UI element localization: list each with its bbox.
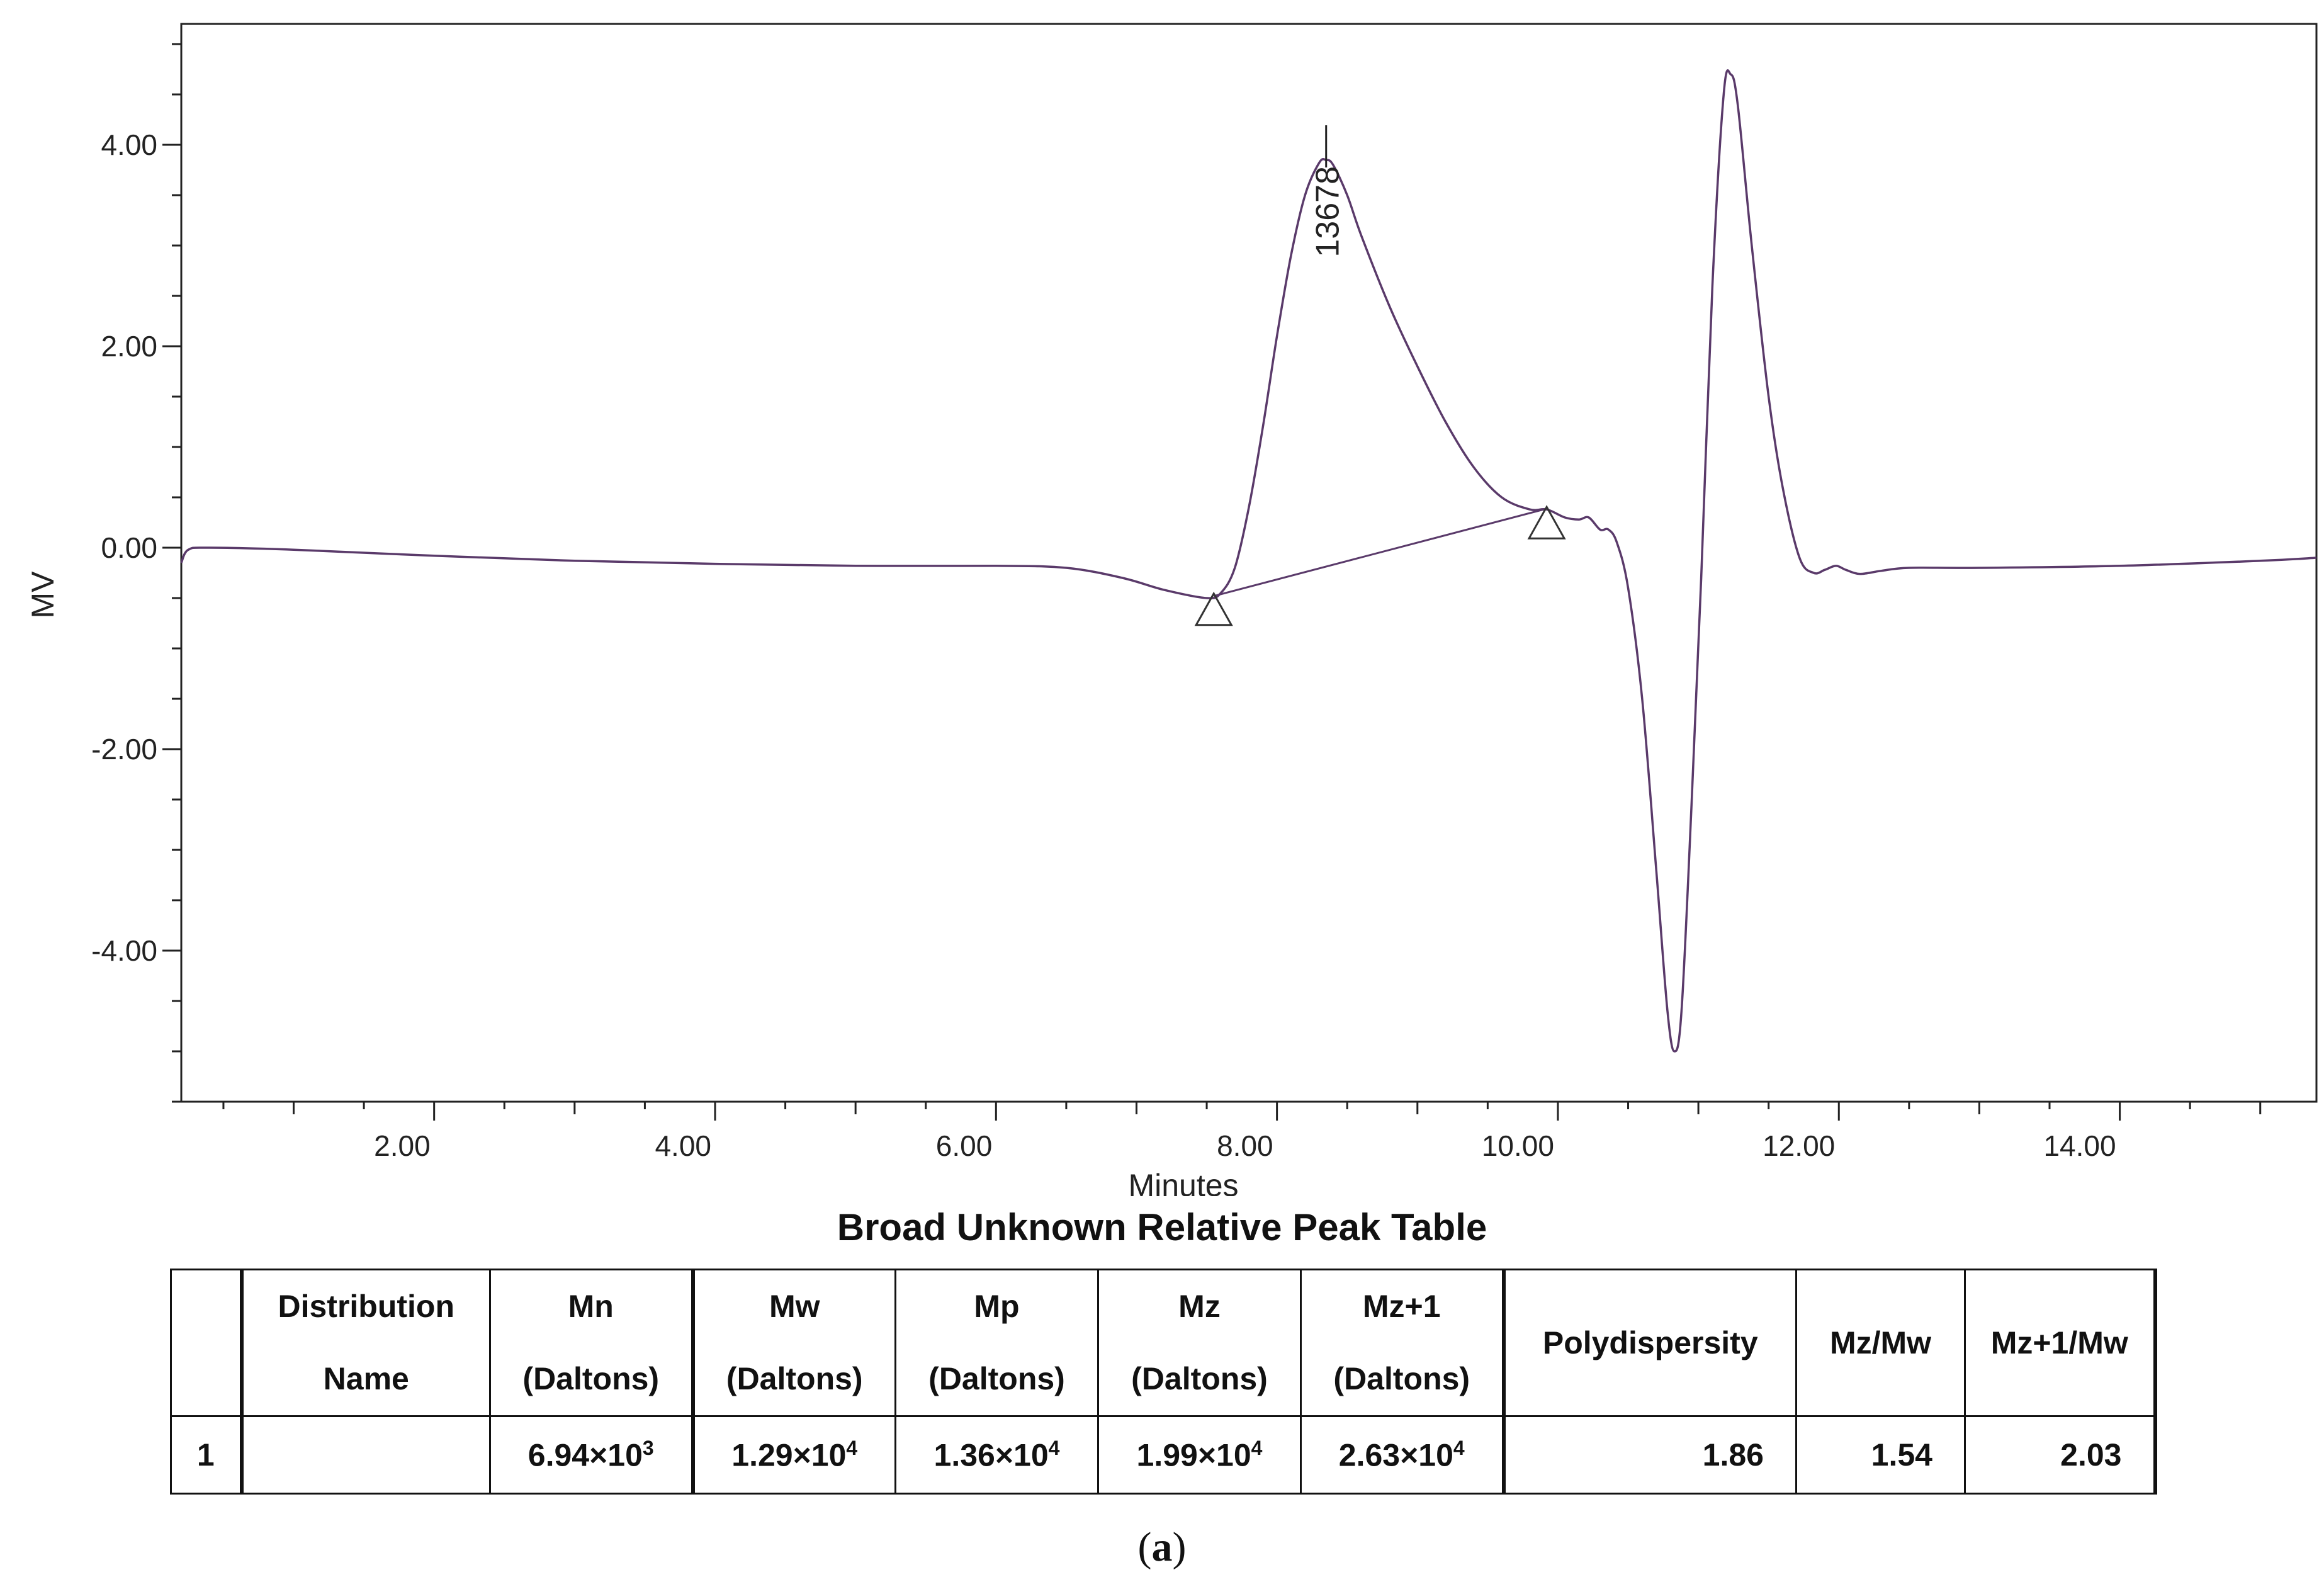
header-mp: Mp (Daltons) [894,1269,1099,1417]
x-tick-label: 2.00 [374,1129,431,1162]
series-layer [180,69,2317,1053]
annotation-layer: 13678 [1194,125,1566,626]
y-tick-label: 4.00 [101,128,157,161]
x-axis: 2.00 4.00 6.00 8.00 10.00 12.00 14.00 [222,1102,2262,1162]
cell-mz-mw: 1.54 [1795,1415,1966,1495]
y-tick-label: 0.00 [101,531,157,564]
series-line [180,69,2317,1053]
cell-mw: 1.29×104 [692,1415,896,1495]
header-mn: Mn (Daltons) [489,1269,695,1417]
baseline-marker [1527,505,1566,540]
cell-mz1: 2.63×104 [1300,1415,1506,1495]
x-tick-label: 10.00 [1482,1129,1554,1162]
x-tick-label: 6.00 [936,1129,993,1162]
peak-table: Distribution Name Mn (Daltons) Mw (Daltons)… [170,1269,2157,1495]
baseline-marker [1194,591,1233,626]
header-polydispersity: Polydispersity [1503,1269,1797,1417]
header-mw: Mw (Daltons) [692,1269,896,1417]
header-mz-mw: Mz/Mw [1795,1269,1966,1417]
table-title: Broad Unknown Relative Peak Table [837,1206,1487,1248]
y-tick-label: -4.00 [91,934,157,967]
header-mz1: Mz+1 (Daltons) [1300,1269,1506,1417]
cell-polydispersity: 1.86 [1503,1415,1797,1495]
x-axis-title: Minutes [1128,1168,1238,1196]
figure-caption: (a) [1137,1524,1187,1570]
cell-mp: 1.36×104 [894,1415,1099,1495]
x-tick-label: 12.00 [1763,1129,1835,1162]
header-mz: Mz (Daltons) [1097,1269,1302,1417]
y-tick-label: -2.00 [91,733,157,766]
y-tick-label: 2.00 [101,330,157,363]
cell-mz1-mw: 2.03 [1964,1415,2157,1495]
cell-name [240,1415,491,1495]
x-tick-label: 8.00 [1217,1129,1273,1162]
x-tick-label: 14.00 [2043,1129,2116,1162]
peak-label: 13678 [1310,166,1346,257]
header-distribution-name: Distribution Name [240,1269,491,1417]
peak-baseline [1213,508,1545,597]
header-mz1-mw: Mz+1/Mw [1964,1269,2157,1417]
cell-index: 1 [170,1415,244,1495]
chromatogram-chart: 4.00 2.00 0.00 -2.00 -4.00 2.00 4.00 6.00 8.00 1… [25,23,2318,1196]
cell-mz: 1.99×104 [1097,1415,1302,1495]
header-index [170,1269,244,1417]
x-tick-label: 4.00 [655,1129,711,1162]
plot-frame [180,23,2318,1103]
y-axis: 4.00 2.00 0.00 -2.00 -4.00 [91,43,181,1103]
y-axis-title: MV [25,571,60,619]
table-row: 1 6.94×103 1.29×104 1.36×104 1.99×104 2.… [170,1415,2157,1495]
cell-mn: 6.94×103 [489,1415,695,1495]
table-header-row: Distribution Name Mn (Daltons) Mw (Daltons)… [170,1269,2157,1417]
